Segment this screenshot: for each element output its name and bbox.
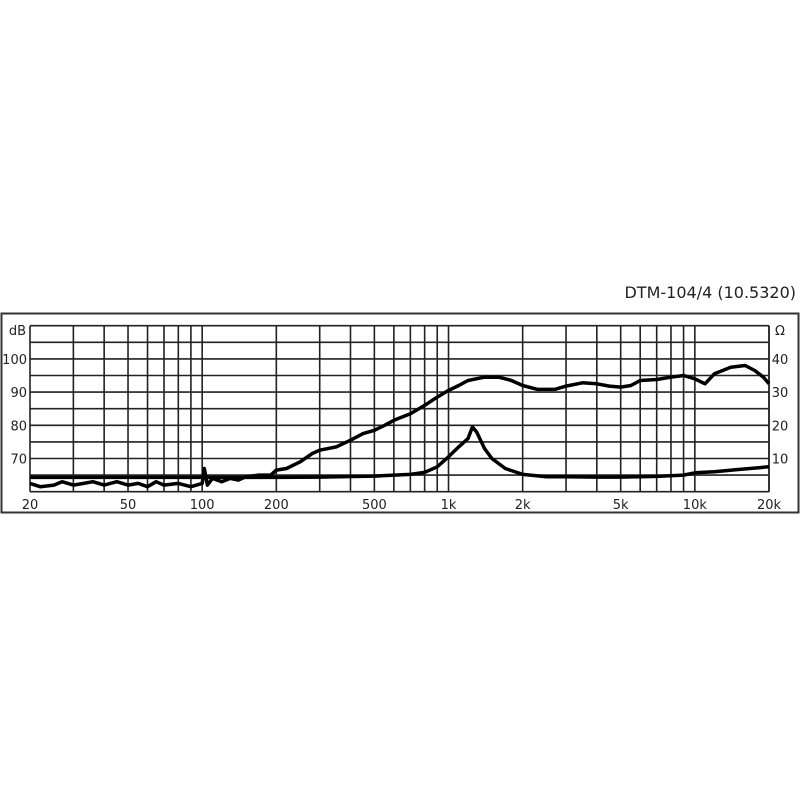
- y-left-tick-label: 80: [10, 419, 27, 434]
- x-tick-label: 2k: [515, 498, 531, 513]
- x-tick-label: 50: [120, 498, 137, 513]
- x-tick-label: 500: [362, 498, 387, 513]
- x-tick-label: 100: [190, 498, 215, 513]
- y-left-tick-label: 70: [10, 453, 27, 468]
- x-tick-label: 20: [22, 498, 39, 513]
- x-tick-label: 1k: [441, 498, 457, 513]
- y-right-tick-label: 40: [772, 353, 789, 368]
- x-tick-label: 10k: [683, 498, 708, 513]
- y-left-tick-label: 90: [10, 386, 27, 401]
- y-right-axis-label: Ω: [775, 324, 785, 339]
- y-right-tick-label: 20: [772, 419, 789, 434]
- chart-title: DTM-104/4 (10.5320): [624, 283, 796, 302]
- y-left-axis-label: dB: [9, 324, 26, 339]
- x-tick-label: 5k: [613, 498, 629, 513]
- y-left-tick-label: 100: [2, 353, 27, 368]
- y-right-tick-label: 10: [772, 453, 789, 468]
- spl-response-curve: [29, 363, 771, 489]
- x-tick-label: 200: [264, 498, 289, 513]
- y-right-tick-label: 30: [772, 386, 789, 401]
- impedance-curve: [30, 425, 770, 480]
- outer-frame: [0, 312, 800, 514]
- x-tick-label: 20k: [757, 498, 782, 513]
